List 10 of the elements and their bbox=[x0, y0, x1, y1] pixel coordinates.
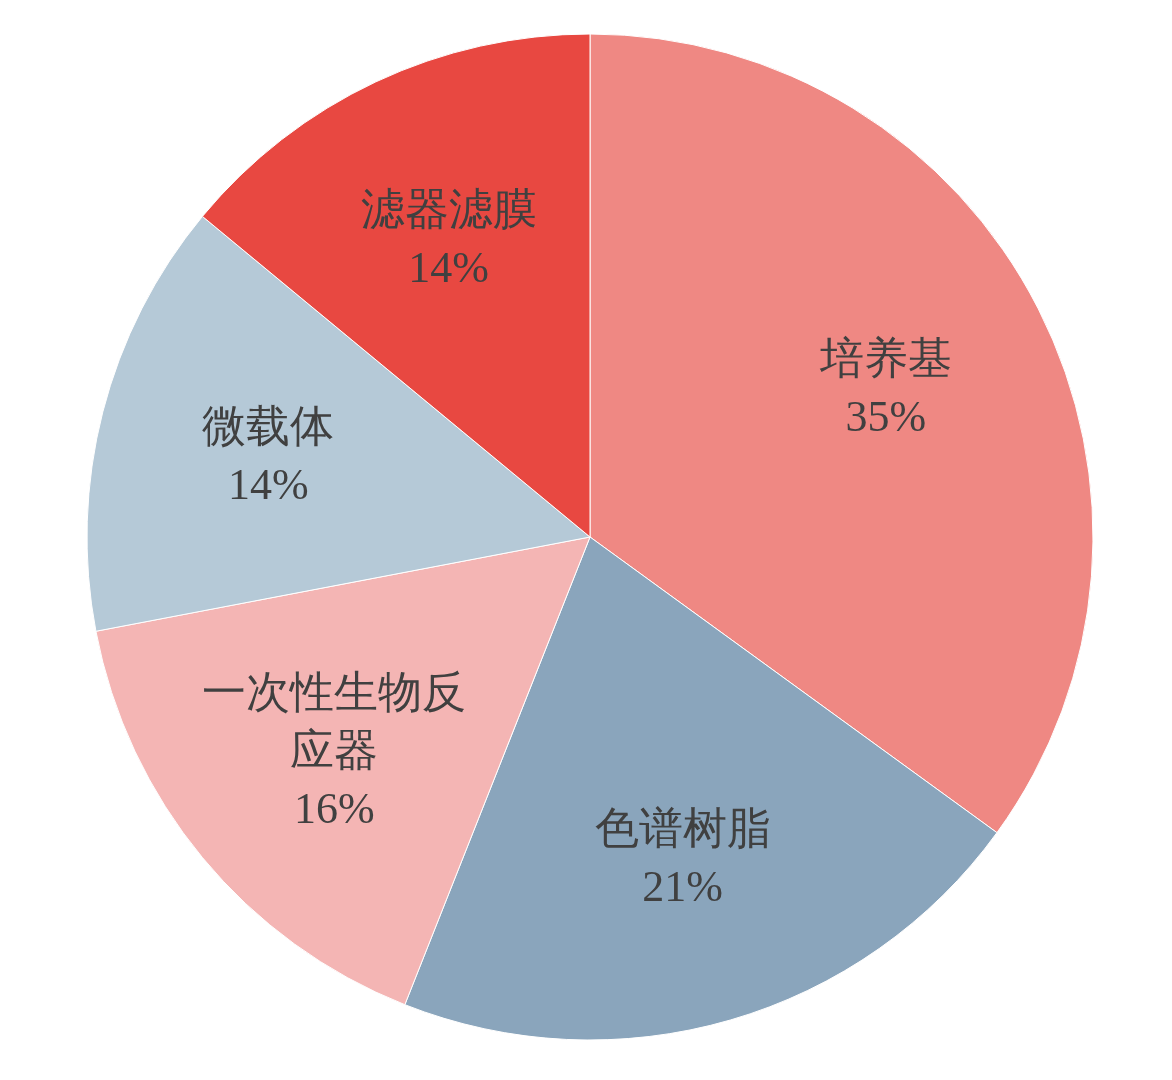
data-label: 35% bbox=[845, 392, 927, 442]
slice-label: 微载体 bbox=[202, 402, 335, 452]
slice-label: 滤器滤膜 bbox=[360, 184, 537, 234]
slice-label: 一次性生物反应器 bbox=[202, 667, 467, 775]
slice-label: 培养基 bbox=[818, 334, 952, 384]
data-label: 14% bbox=[408, 242, 489, 292]
data-label: 21% bbox=[642, 861, 723, 911]
slice-label: 色谱树脂 bbox=[594, 803, 771, 853]
data-label: 14% bbox=[228, 460, 309, 510]
data-label: 16% bbox=[293, 783, 375, 833]
